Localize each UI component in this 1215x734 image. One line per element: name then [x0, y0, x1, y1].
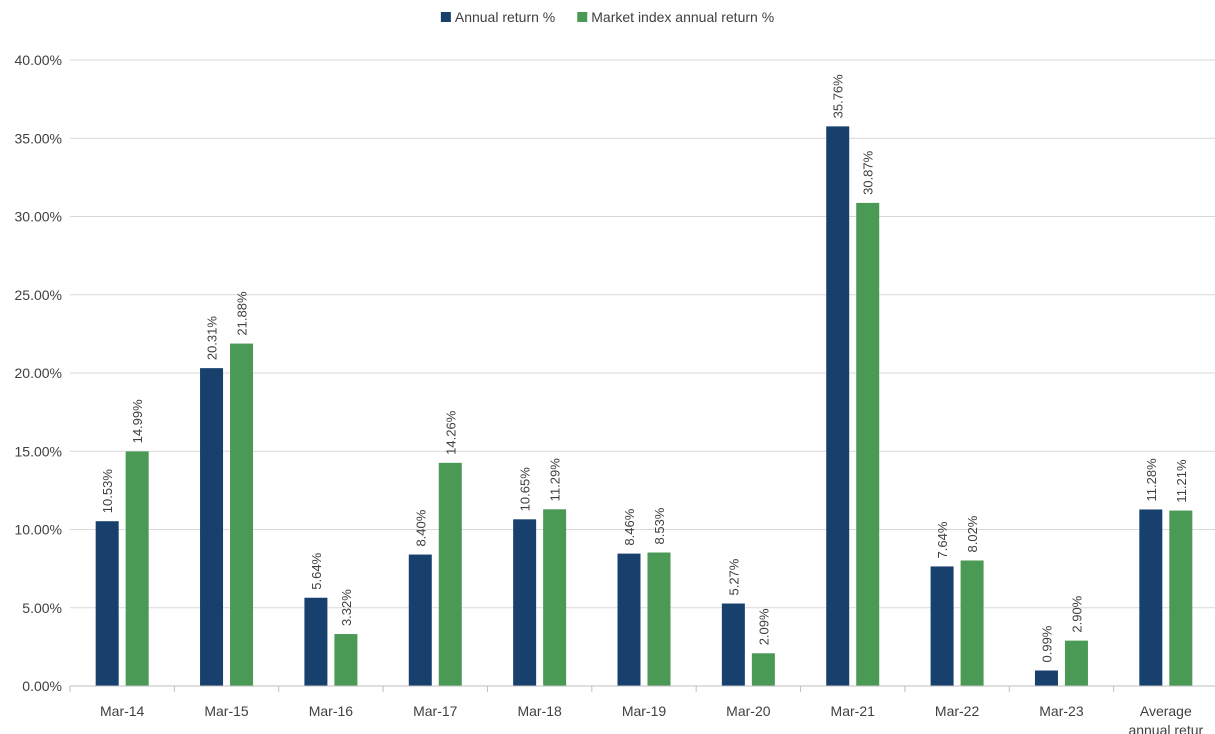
data-label: 5.27%	[726, 558, 741, 595]
x-tick-label: Average	[1140, 703, 1192, 719]
y-tick-label: 25.00%	[15, 287, 62, 303]
bar-market-index-return	[1169, 510, 1193, 686]
data-label: 20.31%	[205, 316, 220, 361]
bar-market-index-return	[543, 509, 567, 686]
legend: Annual return % Market index annual retur…	[440, 9, 774, 25]
data-label: 11.29%	[548, 458, 563, 502]
data-label: 35.76%	[831, 74, 846, 119]
bar-annual-return	[930, 566, 954, 686]
data-label: 11.28%	[1144, 458, 1159, 502]
y-tick-label: 20.00%	[15, 365, 62, 381]
data-label: 10.65%	[518, 467, 533, 512]
bar-market-index-return	[230, 343, 254, 686]
bar-market-index-return	[751, 653, 775, 686]
legend-swatch	[440, 12, 451, 22]
x-tick-label: Mar-15	[204, 703, 249, 719]
legend-label: Annual return %	[455, 9, 555, 25]
data-label: 3.32%	[339, 589, 354, 626]
x-tick-label: Mar-16	[309, 703, 354, 719]
y-tick-label: 15.00%	[15, 443, 62, 459]
data-label: 5.64%	[309, 552, 324, 589]
bar-annual-return	[304, 597, 328, 686]
data-label: 21.88%	[235, 291, 250, 336]
y-tick-label: 40.00%	[15, 52, 62, 68]
x-tick-label: Mar-21	[831, 703, 876, 719]
data-label: 10.53%	[100, 469, 115, 514]
bar-market-index-return	[647, 552, 671, 686]
x-tick-label: annual retur	[1128, 722, 1203, 734]
bar-market-index-return	[1064, 640, 1088, 686]
x-tick-label: Mar-18	[517, 703, 562, 719]
data-label: 14.99%	[130, 399, 145, 444]
x-tick-label: Mar-19	[622, 703, 667, 719]
x-tick-label: Mar-14	[100, 703, 145, 719]
data-label: 2.09%	[756, 608, 771, 645]
bar-annual-return	[408, 554, 432, 686]
x-axis: Mar-14 Mar-15 Mar-16 Mar-17 Mar-18 Mar-19 Mar-…	[69, 685, 1215, 734]
legend-swatch	[577, 12, 588, 22]
data-label: 8.02%	[965, 515, 980, 552]
y-tick-label: 5.00%	[22, 600, 62, 616]
bar-market-index-return	[960, 560, 984, 686]
data-label: 0.99%	[1039, 625, 1054, 662]
x-tick-label: Mar-22	[935, 703, 980, 719]
bars: 10.53% 14.99% 20.31% 21.88% 5.64% 3.32% 8.40% 1…	[95, 74, 1193, 686]
y-tick-label: 10.00%	[15, 522, 62, 538]
bar-market-index-return	[125, 451, 149, 686]
bar-market-index-return	[438, 462, 462, 686]
y-tick-label: 35.00%	[15, 130, 62, 146]
data-label: 8.40%	[413, 509, 428, 546]
x-tick-label: Mar-23	[1039, 703, 1084, 719]
data-label: 7.64%	[935, 521, 950, 558]
data-label: 30.87%	[861, 150, 876, 195]
bar-market-index-return	[856, 202, 880, 686]
data-label: 2.90%	[1069, 595, 1084, 632]
x-tick-label: Mar-17	[413, 703, 458, 719]
bar-annual-return	[721, 603, 745, 686]
bar-annual-return	[513, 519, 537, 686]
bar-annual-return	[617, 553, 641, 686]
bar-annual-return	[826, 126, 850, 686]
gridlines	[70, 59, 1215, 609]
y-axis: 0.00% 5.00% 10.00% 15.00% 20.00% 25.00% 30.00%…	[15, 52, 62, 694]
x-tick-label: Mar-20	[726, 703, 771, 719]
y-tick-label: 0.00%	[22, 678, 62, 694]
legend-label: Market index annual return %	[591, 9, 774, 25]
bar-market-index-return	[334, 634, 358, 686]
bar-annual-return	[1139, 509, 1163, 686]
bar-annual-return	[95, 521, 119, 686]
data-label: 8.46%	[622, 508, 637, 545]
data-label: 8.53%	[652, 507, 667, 544]
bar-annual-return	[200, 368, 224, 686]
bar-annual-return	[1034, 670, 1058, 686]
data-label: 11.21%	[1174, 459, 1189, 503]
data-label: 14.26%	[443, 410, 458, 455]
y-tick-label: 30.00%	[15, 209, 62, 225]
